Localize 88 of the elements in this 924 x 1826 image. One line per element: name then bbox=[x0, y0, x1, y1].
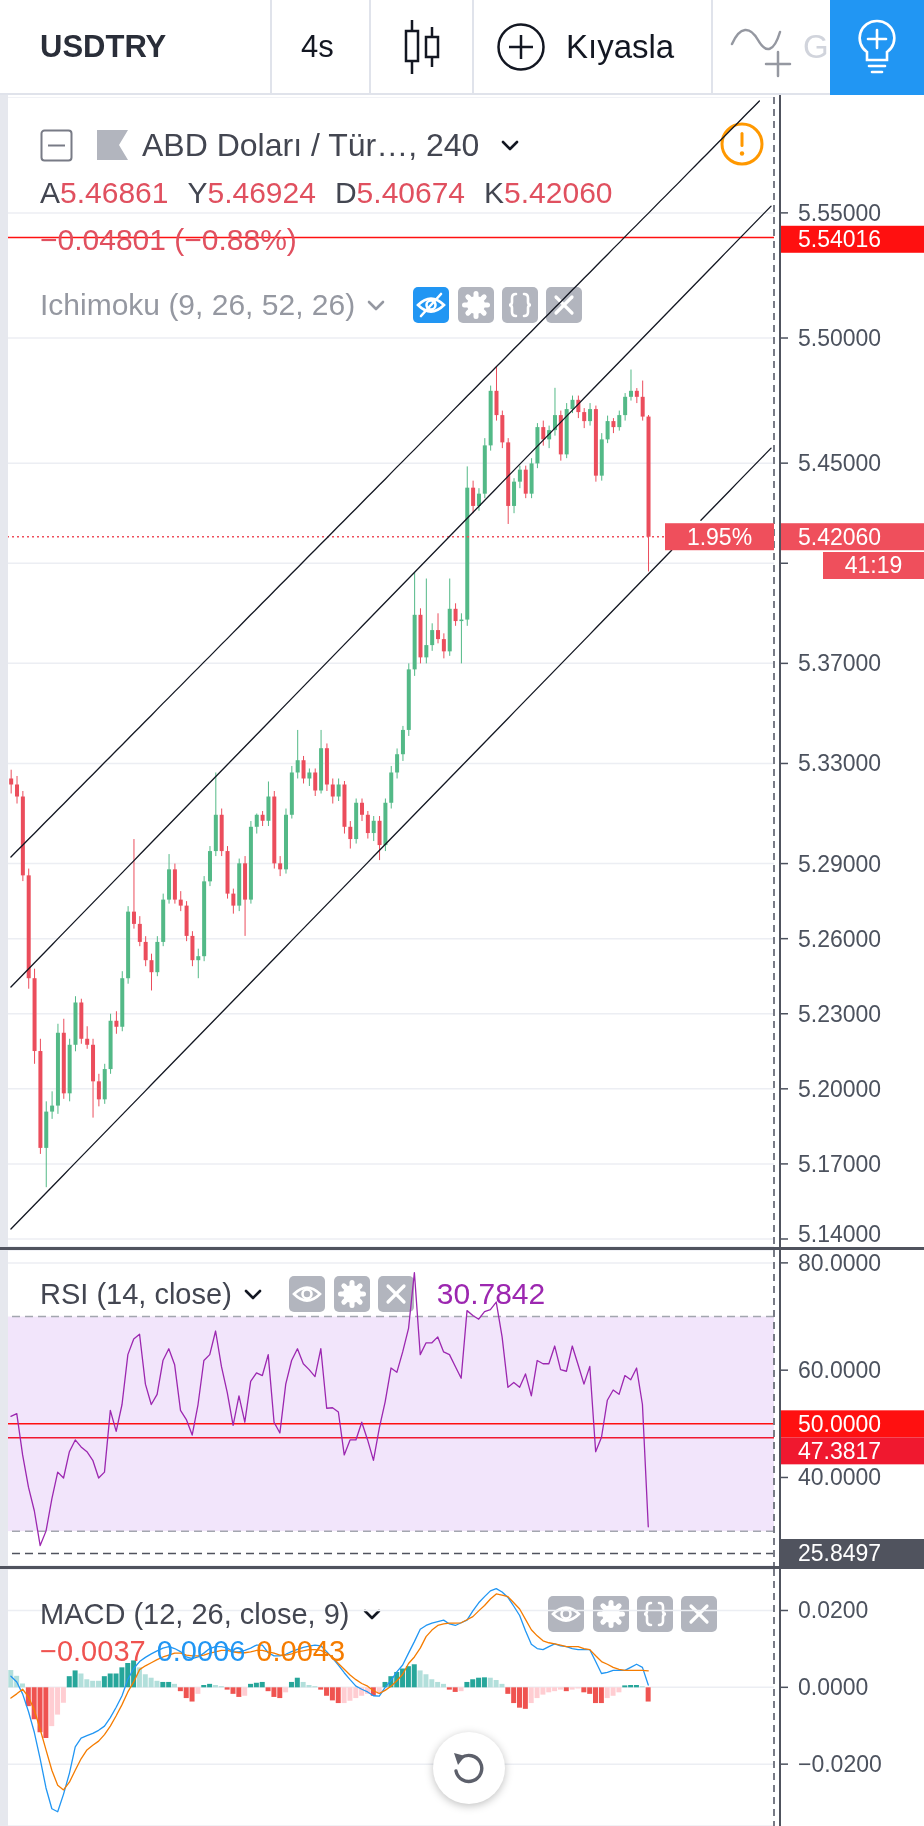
y-tick-label: 5.26000 bbox=[798, 925, 882, 952]
candlestick bbox=[313, 767, 318, 797]
candlestick bbox=[441, 632, 446, 659]
candlestick bbox=[178, 890, 183, 912]
bar bbox=[195, 1687, 201, 1694]
bar bbox=[242, 1687, 248, 1696]
candlestick bbox=[96, 1073, 101, 1107]
line-series bbox=[10, 100, 761, 858]
candlestick bbox=[365, 810, 370, 840]
candlestick bbox=[588, 402, 593, 427]
y-tick-label: 40.0000 bbox=[798, 1464, 882, 1491]
candlestick bbox=[640, 380, 645, 422]
candlestick bbox=[623, 392, 628, 422]
candlestick bbox=[50, 1090, 55, 1120]
candlestick bbox=[628, 369, 633, 402]
y-tick-label: 0.0200 bbox=[798, 1597, 869, 1624]
text: ABD Doları / Tür…, 240 bbox=[142, 126, 480, 164]
candlestick bbox=[137, 915, 142, 947]
annotation: K5.42060 bbox=[484, 176, 613, 209]
candlestick bbox=[149, 953, 154, 991]
candlestick bbox=[278, 855, 283, 877]
candlestick bbox=[143, 935, 148, 967]
candlestick bbox=[453, 602, 458, 627]
candlestick bbox=[582, 407, 587, 429]
candlestick bbox=[371, 815, 376, 842]
annotation: A5.46861 bbox=[40, 176, 169, 209]
bar bbox=[563, 1687, 569, 1692]
text: Kıyasla bbox=[566, 28, 675, 66]
bar bbox=[458, 1687, 464, 1692]
candlestick bbox=[424, 578, 429, 664]
y-tick-label: 5.50000 bbox=[798, 325, 882, 352]
candlestick bbox=[114, 1010, 119, 1035]
candlestick bbox=[476, 487, 481, 512]
annotation: 30.7842 bbox=[436, 1277, 546, 1311]
bar bbox=[283, 1687, 289, 1693]
y-tick-label: 5.55000 bbox=[798, 199, 882, 226]
y-tick-label: 80.0000 bbox=[798, 1249, 882, 1276]
y-tick-label: 5.45000 bbox=[798, 450, 882, 477]
annotation: Y5.46924 bbox=[187, 176, 316, 209]
y-tick-label: 5.33000 bbox=[798, 750, 882, 777]
candlestick bbox=[295, 729, 300, 779]
line-series bbox=[10, 205, 772, 988]
y-tick-label: 60.0000 bbox=[798, 1357, 882, 1384]
annotation: 1.95% bbox=[686, 523, 753, 550]
ref-line-label: 5.54016 bbox=[798, 226, 882, 253]
candlestick bbox=[436, 612, 441, 644]
candlestick bbox=[430, 622, 435, 652]
ref-line-label: 47.3817 bbox=[798, 1437, 882, 1464]
chart-title: USDTRY bbox=[40, 29, 167, 65]
ref-line-label: 5.42060 bbox=[798, 523, 882, 550]
candlestick bbox=[348, 820, 353, 850]
y-tick-label: 0.0000 bbox=[798, 1674, 869, 1701]
annotation: D5.40674 bbox=[334, 176, 466, 209]
text: 4s bbox=[301, 29, 334, 65]
candlestick bbox=[552, 387, 557, 437]
annotation: −0.0037 bbox=[40, 1634, 146, 1668]
annotation: Ichimoku (9, 26, 52, 26) bbox=[40, 288, 356, 322]
candlestick bbox=[336, 777, 341, 802]
candlestick bbox=[231, 888, 236, 915]
ref-line-label: 50.0000 bbox=[798, 1410, 882, 1437]
y-tick-label: 5.17000 bbox=[798, 1150, 882, 1177]
candlestick bbox=[471, 480, 476, 514]
candlestick bbox=[196, 948, 201, 979]
candlestick bbox=[131, 838, 136, 930]
y-tick-label: 5.29000 bbox=[798, 850, 882, 877]
candlestick bbox=[85, 1025, 90, 1050]
text: MACD (12, 26, close, 9) bbox=[40, 1597, 350, 1631]
candlestick bbox=[330, 777, 335, 805]
y-tick-label: 5.37000 bbox=[798, 650, 882, 677]
y-tick-label: 5.20000 bbox=[798, 1075, 882, 1102]
y-tick-label: −0.0200 bbox=[798, 1751, 882, 1778]
candlestick bbox=[517, 465, 522, 489]
y-tick-label: 5.23000 bbox=[798, 1000, 882, 1027]
candlestick bbox=[254, 813, 259, 835]
candlestick bbox=[541, 420, 546, 447]
candlestick bbox=[9, 769, 14, 795]
candlestick bbox=[360, 798, 365, 822]
candlestick bbox=[617, 410, 622, 432]
line-series bbox=[10, 1271, 649, 1547]
text: RSI (14, close) bbox=[40, 1277, 232, 1311]
ref-line-label: 25.8497 bbox=[798, 1539, 882, 1566]
candlestick bbox=[605, 415, 610, 444]
candlestick bbox=[15, 775, 20, 805]
bar bbox=[645, 1687, 651, 1702]
candlestick bbox=[395, 747, 400, 779]
text: 41:19 bbox=[844, 552, 903, 579]
y-tick-label: 5.14000 bbox=[798, 1221, 882, 1248]
candlestick bbox=[301, 755, 306, 784]
